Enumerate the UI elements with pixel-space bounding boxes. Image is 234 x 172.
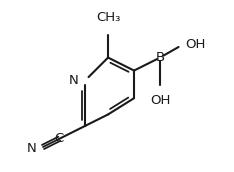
- Text: CH₃: CH₃: [96, 11, 120, 24]
- Text: OH: OH: [150, 94, 170, 107]
- Text: N: N: [27, 142, 37, 155]
- Text: OH: OH: [186, 38, 206, 51]
- Text: N: N: [68, 74, 78, 87]
- Text: B: B: [156, 51, 165, 64]
- Text: C: C: [55, 132, 64, 145]
